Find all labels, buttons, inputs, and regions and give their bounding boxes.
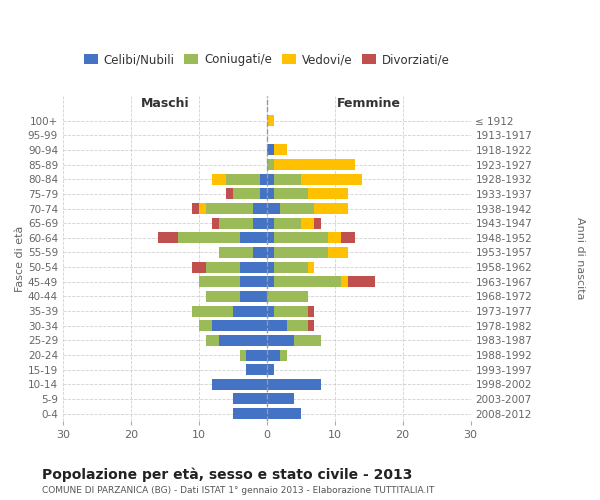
Y-axis label: Anni di nascita: Anni di nascita <box>575 217 585 300</box>
Text: COMUNE DI PARZANICA (BG) - Dati ISTAT 1° gennaio 2013 - Elaborazione TUTTITALIA.: COMUNE DI PARZANICA (BG) - Dati ISTAT 1°… <box>42 486 434 495</box>
Bar <box>267 291 308 302</box>
Bar <box>239 276 267 287</box>
Bar <box>308 306 314 316</box>
Bar <box>219 247 253 258</box>
Bar <box>219 218 253 228</box>
Bar <box>267 379 321 390</box>
Bar <box>267 364 274 375</box>
Bar <box>212 379 267 390</box>
Bar <box>267 306 274 316</box>
Bar <box>219 335 267 346</box>
Bar <box>274 144 287 156</box>
Bar <box>192 262 206 272</box>
Bar <box>212 174 226 184</box>
Text: Popolazione per età, sesso e stato civile - 2013: Popolazione per età, sesso e stato civil… <box>42 468 412 482</box>
Bar <box>328 232 341 243</box>
Bar <box>274 188 308 200</box>
Bar <box>253 218 267 228</box>
Bar <box>267 247 274 258</box>
Bar <box>247 364 267 375</box>
Bar <box>274 232 328 243</box>
Bar <box>301 218 314 228</box>
Bar <box>267 188 274 200</box>
Bar <box>308 320 314 331</box>
Bar <box>267 335 294 346</box>
Bar <box>274 306 308 316</box>
Bar <box>280 203 314 214</box>
Bar <box>233 306 267 316</box>
Bar <box>328 247 348 258</box>
Bar <box>199 276 239 287</box>
Bar <box>267 232 274 243</box>
Bar <box>206 203 253 214</box>
Text: Femmine: Femmine <box>337 96 401 110</box>
Bar <box>239 232 267 243</box>
Bar <box>192 203 199 214</box>
Bar <box>274 262 308 272</box>
Legend: Celibi/Nubili, Coniugati/e, Vedovi/e, Divorziati/e: Celibi/Nubili, Coniugati/e, Vedovi/e, Di… <box>80 50 453 70</box>
Bar <box>274 276 341 287</box>
Bar <box>233 188 260 200</box>
Bar <box>239 350 247 360</box>
Bar <box>253 247 267 258</box>
Bar <box>341 232 355 243</box>
Bar <box>267 115 274 126</box>
Bar <box>247 350 267 360</box>
Bar <box>341 276 348 287</box>
Bar <box>280 350 287 360</box>
Bar <box>253 203 267 214</box>
Bar <box>267 262 274 272</box>
Bar <box>308 188 348 200</box>
Bar <box>301 174 362 184</box>
Bar <box>348 276 376 287</box>
Bar <box>267 408 301 419</box>
Bar <box>267 203 280 214</box>
Bar <box>274 159 355 170</box>
Bar <box>267 320 287 331</box>
Bar <box>239 291 267 302</box>
Bar <box>260 188 267 200</box>
Bar <box>274 218 301 228</box>
Bar <box>314 218 321 228</box>
Bar <box>212 218 219 228</box>
Bar <box>206 262 239 272</box>
Bar <box>260 174 267 184</box>
Bar <box>267 144 274 156</box>
Bar <box>226 174 260 184</box>
Bar <box>212 320 267 331</box>
Bar <box>267 276 274 287</box>
Bar <box>267 394 294 404</box>
Bar <box>192 306 233 316</box>
Y-axis label: Fasce di età: Fasce di età <box>15 225 25 292</box>
Bar <box>158 232 178 243</box>
Bar <box>233 394 267 404</box>
Bar <box>267 350 280 360</box>
Bar <box>178 232 239 243</box>
Bar <box>206 335 219 346</box>
Bar <box>199 203 206 214</box>
Bar <box>308 262 314 272</box>
Text: Maschi: Maschi <box>140 96 189 110</box>
Bar <box>267 159 274 170</box>
Bar <box>274 174 301 184</box>
Bar <box>314 203 348 214</box>
Bar <box>267 174 274 184</box>
Bar <box>199 320 212 331</box>
Bar <box>206 291 239 302</box>
Bar <box>294 335 321 346</box>
Bar <box>226 188 233 200</box>
Bar <box>287 320 308 331</box>
Bar <box>239 262 267 272</box>
Bar <box>233 408 267 419</box>
Bar <box>274 247 328 258</box>
Bar <box>267 218 274 228</box>
